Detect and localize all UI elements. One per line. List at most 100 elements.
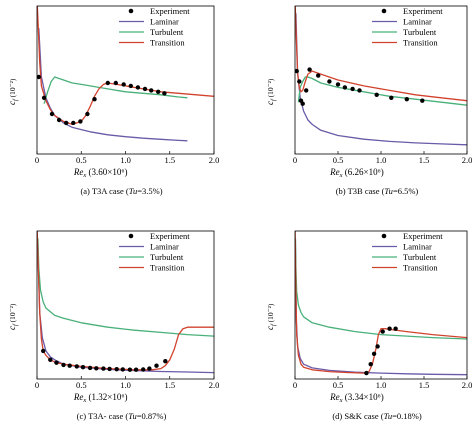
panel-a-legend-experiment-marker bbox=[128, 8, 134, 14]
panel-a-experiment-point bbox=[41, 95, 47, 101]
panel-b-caption-tu: Tu bbox=[384, 186, 393, 196]
panel-b-xlabel-unit: (6.26×10⁶) bbox=[343, 167, 384, 177]
panel-b-experiment-point bbox=[307, 67, 312, 72]
panel-a-plot-layer bbox=[37, 6, 214, 142]
panel-a-experiment-point bbox=[56, 117, 62, 123]
panel-b-ylabel-main: c bbox=[265, 101, 275, 105]
panel-a-experiment-point bbox=[121, 82, 126, 87]
panel-a-caption-suffix: =3.5%) bbox=[137, 186, 162, 196]
panel-c-caption-tu: Tu bbox=[128, 411, 137, 421]
panel-c-legend-laminar-label: Laminar bbox=[150, 242, 179, 252]
panel-b-experiment-point bbox=[342, 85, 348, 90]
panel-c-experiment-point bbox=[127, 367, 133, 372]
panel-b-legend-transition-label: Transition bbox=[403, 38, 438, 48]
panel-d-ylabel-main: c bbox=[265, 326, 275, 330]
panel-c-ylabel-main: c bbox=[7, 326, 17, 330]
panel-a-experiment-point bbox=[85, 111, 90, 117]
panel-d-xlabel-sub: x bbox=[339, 397, 343, 404]
panel-b-legend-turbulent-label: Turbulent bbox=[403, 27, 437, 37]
panel-a-x-tick-label: 1.5 bbox=[164, 155, 175, 165]
panel-c-plot-layer bbox=[37, 231, 214, 374]
panel-c-caption: (c) T3A- case (Tu=0.87%) bbox=[77, 411, 167, 421]
panel-c-experiment-point bbox=[74, 364, 80, 369]
panel-a-experiment-point bbox=[156, 89, 161, 95]
panel-b-plot-frame bbox=[294, 5, 468, 155]
chart-panel-b: 0 0.5 1.0 1.5 2.0 cf (10⁻²) Rex (6.26×10⁶) E… bbox=[265, 5, 472, 196]
panel-a-y-axis-label: cf (10⁻²) bbox=[7, 78, 19, 105]
panel-b-caption-suffix: =6.5%) bbox=[393, 186, 418, 196]
panel-d-experiment-point bbox=[375, 344, 380, 349]
panel-d-experiment-point bbox=[364, 370, 369, 376]
panel-b-experiment-point bbox=[404, 97, 409, 102]
panel-b-turbulent-line bbox=[297, 76, 467, 106]
panel-a-legend-laminar-label: Laminar bbox=[150, 17, 179, 27]
panel-c-turbulent-line bbox=[37, 238, 214, 337]
panel-a-legend-experiment-label: Experiment bbox=[150, 6, 190, 16]
panel-c-experiment-point bbox=[94, 366, 99, 371]
panel-c-experiment-point bbox=[54, 360, 59, 365]
panel-c-xlabel-main: Re bbox=[73, 392, 84, 402]
panel-a-experiment-point bbox=[135, 85, 141, 90]
panel-b-experiment-point bbox=[304, 88, 309, 93]
panel-b-ylabel-sub: f bbox=[270, 98, 277, 101]
panel-d-xlabel-main: Re bbox=[329, 392, 340, 402]
panel-a-experiment-point bbox=[113, 80, 119, 86]
panel-b-xlabel-sub: x bbox=[339, 172, 343, 179]
panel-d-experiment-point bbox=[368, 362, 373, 367]
panel-c-ylabel-sub: f bbox=[12, 323, 19, 326]
panel-b-legend-laminar-label: Laminar bbox=[403, 17, 432, 27]
panel-b-x-tick-label: 1.0 bbox=[376, 155, 387, 165]
panel-c-experiment-point bbox=[67, 363, 72, 368]
panel-a-laminar-line bbox=[38, 28, 188, 142]
panel-a-experiment-point bbox=[105, 80, 111, 86]
panel-c-experiment-point bbox=[101, 366, 106, 371]
chart-panel-d: 0 0.5 1.0 1.5 2.0 cf (10⁻²) Rex (3.34×10⁶) E… bbox=[265, 230, 472, 421]
panel-a-experiment-point bbox=[142, 86, 148, 92]
panel-a-experiment-point bbox=[162, 91, 167, 96]
panel-d-caption-tu: Tu bbox=[384, 411, 393, 421]
panel-d-experiment-point bbox=[380, 329, 385, 334]
panel-d-caption-prefix: (d) S&K case ( bbox=[332, 411, 383, 421]
panel-d-experiment-point bbox=[393, 326, 398, 331]
panel-d-plot-frame bbox=[294, 230, 468, 380]
panel-d-y-axis-label: cf (10⁻²) bbox=[265, 303, 277, 330]
panel-a-xlabel-unit: (3.60×10⁶) bbox=[86, 167, 127, 177]
panel-c-xlabel-unit: (1.32×10⁶) bbox=[86, 392, 127, 402]
panel-b-experiment-point bbox=[300, 101, 305, 106]
panel-a-x-tick-label: 0 bbox=[35, 155, 39, 165]
panel-d-x-tick-label: 0 bbox=[293, 380, 297, 390]
panel-b-experiment-point bbox=[335, 82, 341, 87]
panel-d-ylabel-unit: (10⁻²) bbox=[266, 303, 275, 324]
panel-a-legend-turbulent-label: Turbulent bbox=[150, 27, 184, 37]
panel-c-experiment-point bbox=[154, 363, 159, 368]
panel-a-experiment-point bbox=[37, 74, 41, 80]
panel-d-legend-experiment-label: Experiment bbox=[403, 231, 443, 241]
panel-d-laminar-line bbox=[295, 238, 467, 376]
panel-a-x-tick-label: 0.5 bbox=[76, 155, 87, 165]
panel-a-caption: (a) T3A case (Tu=3.5%) bbox=[80, 186, 162, 196]
panel-c-legend-turbulent-label: Turbulent bbox=[150, 252, 184, 262]
panel-d-experiment-point bbox=[371, 351, 377, 356]
panel-b-x-tick-label: 0.5 bbox=[333, 155, 344, 165]
panel-c-caption-prefix: (c) T3A- case ( bbox=[77, 411, 129, 421]
panel-c-legend-experiment-marker bbox=[128, 233, 134, 239]
panel-c-transition-line bbox=[37, 231, 214, 371]
panel-c-experiment-point bbox=[114, 367, 119, 372]
panel-d-x-tick-label: 1.5 bbox=[419, 380, 430, 390]
panel-c-caption-suffix: =0.87%) bbox=[137, 411, 167, 421]
panel-c-laminar-line bbox=[37, 245, 214, 374]
panel-a-ylabel-main: c bbox=[7, 101, 17, 105]
panel-a-caption-tu: Tu bbox=[129, 186, 138, 196]
panel-a-experiment-point bbox=[71, 120, 76, 126]
panel-a-experiment-point bbox=[149, 88, 154, 93]
panel-c-experiment-point bbox=[41, 348, 46, 354]
panel-c-ylabel-unit: (10⁻²) bbox=[8, 303, 17, 324]
panel-c-experiment-point bbox=[48, 357, 53, 362]
panel-a-transition-line bbox=[37, 6, 214, 126]
panel-c-legend-transition-label: Transition bbox=[150, 263, 185, 273]
panel-b-experiment-point bbox=[420, 98, 425, 103]
panel-b-caption-prefix: (b) T3B case ( bbox=[336, 186, 385, 196]
panel-d-turbulent-line bbox=[295, 238, 467, 340]
